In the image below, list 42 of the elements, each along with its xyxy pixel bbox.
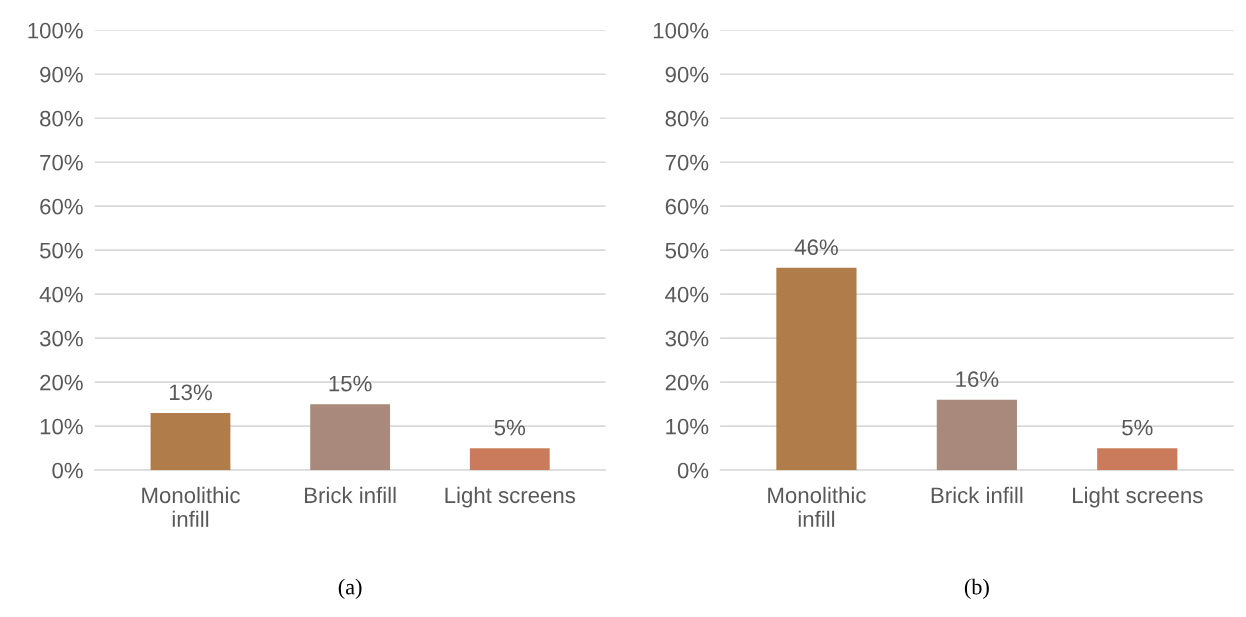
text: (b) bbox=[964, 578, 989, 600]
x-tick-label: Brick infill bbox=[305, 486, 396, 504]
y-tick-label: 50% bbox=[40, 242, 83, 259]
y-tick-label: 50% bbox=[665, 242, 709, 259]
y-tick-label: 30% bbox=[665, 330, 709, 347]
y-tick-label: 80% bbox=[665, 110, 709, 127]
data-label: 5% bbox=[494, 419, 526, 436]
bar bbox=[150, 412, 231, 471]
y-tick-label: 30% bbox=[39, 330, 83, 347]
y-tick-label: 40% bbox=[665, 286, 709, 303]
y-tick-label: 70% bbox=[665, 154, 709, 171]
data-label: 46% bbox=[794, 239, 838, 256]
bar bbox=[936, 399, 1017, 471]
y-tick-label: 80% bbox=[40, 110, 83, 127]
y-tick-label: 10% bbox=[666, 418, 709, 435]
y-tick-label: 10% bbox=[40, 418, 83, 435]
data-label: 5% bbox=[1122, 419, 1153, 436]
x-tick-label: Brick infill bbox=[931, 486, 1023, 504]
y-tick-label: 90% bbox=[40, 66, 83, 83]
y-tick-label: 20% bbox=[40, 374, 83, 391]
y-tick-label: 60% bbox=[665, 198, 709, 215]
x-tick-label: Monolithic infill bbox=[768, 486, 866, 527]
x-tick-label: Light screens bbox=[1073, 486, 1203, 508]
y-tick-label: 100% bbox=[653, 22, 709, 39]
y-tick-label: 90% bbox=[665, 66, 709, 83]
y-tick-label: 60% bbox=[40, 198, 83, 215]
data-label: 16% bbox=[956, 371, 999, 388]
text: (a) bbox=[338, 578, 362, 600]
y-tick-label: 100% bbox=[28, 22, 83, 39]
bar bbox=[469, 448, 550, 471]
bar bbox=[776, 267, 857, 471]
data-label: 13% bbox=[169, 384, 212, 401]
y-tick-label: 40% bbox=[39, 286, 83, 303]
x-tick-label: Monolithic infill bbox=[142, 486, 240, 527]
bar bbox=[310, 404, 391, 471]
y-tick-label: 0% bbox=[52, 462, 83, 479]
bar bbox=[1097, 448, 1178, 471]
y-tick-label: 0% bbox=[677, 462, 709, 479]
y-tick-label: 70% bbox=[40, 154, 83, 171]
x-tick-label: Light screens bbox=[445, 486, 576, 508]
data-label: 15% bbox=[329, 375, 372, 392]
y-tick-label: 20% bbox=[665, 374, 709, 391]
